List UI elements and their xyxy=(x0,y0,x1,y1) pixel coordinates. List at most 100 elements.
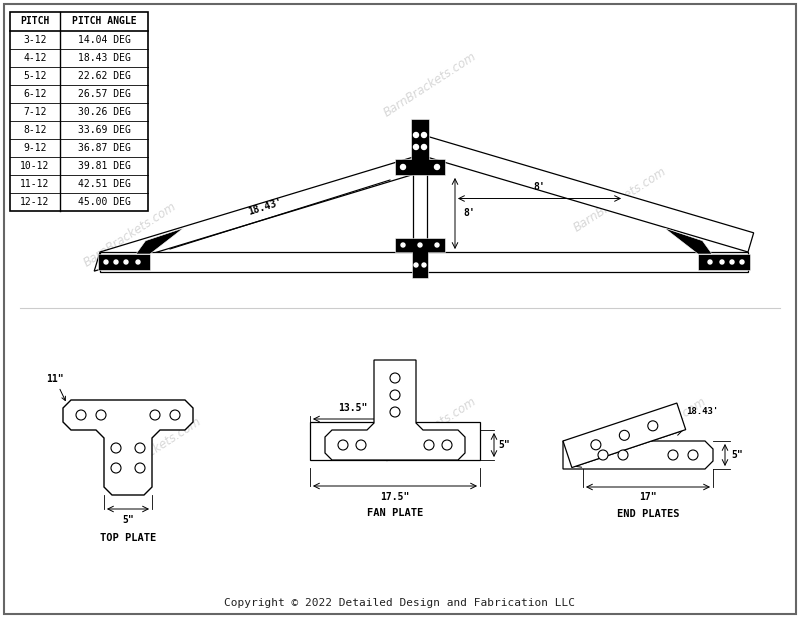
Text: BarnBrackets.com: BarnBrackets.com xyxy=(611,395,709,465)
Text: 17.5": 17.5" xyxy=(380,492,410,502)
Polygon shape xyxy=(98,254,150,270)
Text: 17": 17" xyxy=(639,492,657,502)
Text: BarnBrackets.com: BarnBrackets.com xyxy=(81,200,179,270)
Circle shape xyxy=(618,450,628,460)
Text: 33.69 DEG: 33.69 DEG xyxy=(78,125,130,135)
Bar xyxy=(310,422,480,460)
Polygon shape xyxy=(420,136,754,252)
Text: 6-12: 6-12 xyxy=(23,89,46,99)
Text: 18.43': 18.43' xyxy=(686,407,718,416)
Circle shape xyxy=(442,440,452,450)
Circle shape xyxy=(170,410,180,420)
Text: 42.51 DEG: 42.51 DEG xyxy=(78,179,130,189)
Circle shape xyxy=(422,145,426,150)
Circle shape xyxy=(338,440,348,450)
Circle shape xyxy=(401,164,406,169)
Circle shape xyxy=(591,440,601,450)
Circle shape xyxy=(104,260,108,264)
Circle shape xyxy=(668,450,678,460)
Circle shape xyxy=(390,390,400,400)
Circle shape xyxy=(708,260,712,264)
Circle shape xyxy=(111,463,121,473)
Text: 8': 8' xyxy=(463,208,474,219)
Polygon shape xyxy=(563,441,713,469)
Circle shape xyxy=(414,145,418,150)
Text: 36.87 DEG: 36.87 DEG xyxy=(78,143,130,153)
Text: 26.57 DEG: 26.57 DEG xyxy=(78,89,130,99)
Circle shape xyxy=(424,440,434,450)
Circle shape xyxy=(740,260,744,264)
Text: BarnBrackets.com: BarnBrackets.com xyxy=(381,50,479,120)
Text: 11-12: 11-12 xyxy=(20,179,50,189)
Circle shape xyxy=(720,260,724,264)
Text: 8': 8' xyxy=(534,182,546,192)
Polygon shape xyxy=(395,119,445,175)
Circle shape xyxy=(434,164,439,169)
Text: 8-12: 8-12 xyxy=(23,125,46,135)
Circle shape xyxy=(124,260,128,264)
Circle shape xyxy=(730,260,734,264)
Text: TOP PLATE: TOP PLATE xyxy=(100,533,156,543)
Circle shape xyxy=(390,407,400,417)
Text: 14.04 DEG: 14.04 DEG xyxy=(78,35,130,45)
Circle shape xyxy=(598,450,608,460)
Polygon shape xyxy=(395,238,445,278)
Circle shape xyxy=(418,243,422,247)
Text: 30.26 DEG: 30.26 DEG xyxy=(78,107,130,117)
Circle shape xyxy=(422,263,426,267)
Text: 45.00 DEG: 45.00 DEG xyxy=(78,197,130,207)
Polygon shape xyxy=(136,228,183,254)
Text: PITCH: PITCH xyxy=(20,17,50,27)
Text: Copyright © 2022 Detailed Design and Fabrication LLC: Copyright © 2022 Detailed Design and Fab… xyxy=(225,598,575,608)
Text: 18.43 DEG: 18.43 DEG xyxy=(78,53,130,63)
Text: 5-12: 5-12 xyxy=(23,71,46,81)
Text: 18": 18" xyxy=(604,433,624,448)
Circle shape xyxy=(414,263,418,267)
Text: 7-12: 7-12 xyxy=(23,107,46,117)
Text: 9-12: 9-12 xyxy=(23,143,46,153)
Text: BarnBrackets.com: BarnBrackets.com xyxy=(106,415,204,485)
Text: BarnBrackets.com: BarnBrackets.com xyxy=(381,395,479,465)
Bar xyxy=(10,12,148,211)
Text: BarnBrackets.com: BarnBrackets.com xyxy=(571,165,669,235)
Text: 13.5": 13.5" xyxy=(338,403,367,413)
Bar xyxy=(100,252,748,272)
Polygon shape xyxy=(665,228,712,254)
Text: 39.81 DEG: 39.81 DEG xyxy=(78,161,130,171)
Polygon shape xyxy=(698,254,750,270)
Text: 22.62 DEG: 22.62 DEG xyxy=(78,71,130,81)
Circle shape xyxy=(414,132,418,137)
Circle shape xyxy=(76,410,86,420)
Circle shape xyxy=(136,260,140,264)
Polygon shape xyxy=(63,400,193,495)
Polygon shape xyxy=(563,403,686,468)
Circle shape xyxy=(135,443,145,453)
Polygon shape xyxy=(325,360,465,460)
Text: 4-12: 4-12 xyxy=(23,53,46,63)
Bar xyxy=(413,173,427,252)
Circle shape xyxy=(111,443,121,453)
Text: PITCH ANGLE: PITCH ANGLE xyxy=(72,17,136,27)
Circle shape xyxy=(648,421,658,431)
Circle shape xyxy=(114,260,118,264)
Text: FAN PLATE: FAN PLATE xyxy=(367,508,423,518)
Circle shape xyxy=(96,410,106,420)
Circle shape xyxy=(688,450,698,460)
Circle shape xyxy=(390,373,400,383)
Text: END PLATES: END PLATES xyxy=(617,509,679,519)
Polygon shape xyxy=(94,155,420,271)
Text: 12-12: 12-12 xyxy=(20,197,50,207)
Circle shape xyxy=(422,132,426,137)
Text: 5": 5" xyxy=(122,515,134,525)
Circle shape xyxy=(401,243,405,247)
Text: 18.43': 18.43' xyxy=(246,197,283,216)
Text: 3-12: 3-12 xyxy=(23,35,46,45)
Circle shape xyxy=(356,440,366,450)
Circle shape xyxy=(135,463,145,473)
Circle shape xyxy=(619,430,630,440)
Circle shape xyxy=(150,410,160,420)
Circle shape xyxy=(435,243,439,247)
Text: 11": 11" xyxy=(46,374,66,400)
Text: 5": 5" xyxy=(498,440,510,450)
Text: 5": 5" xyxy=(731,450,742,460)
